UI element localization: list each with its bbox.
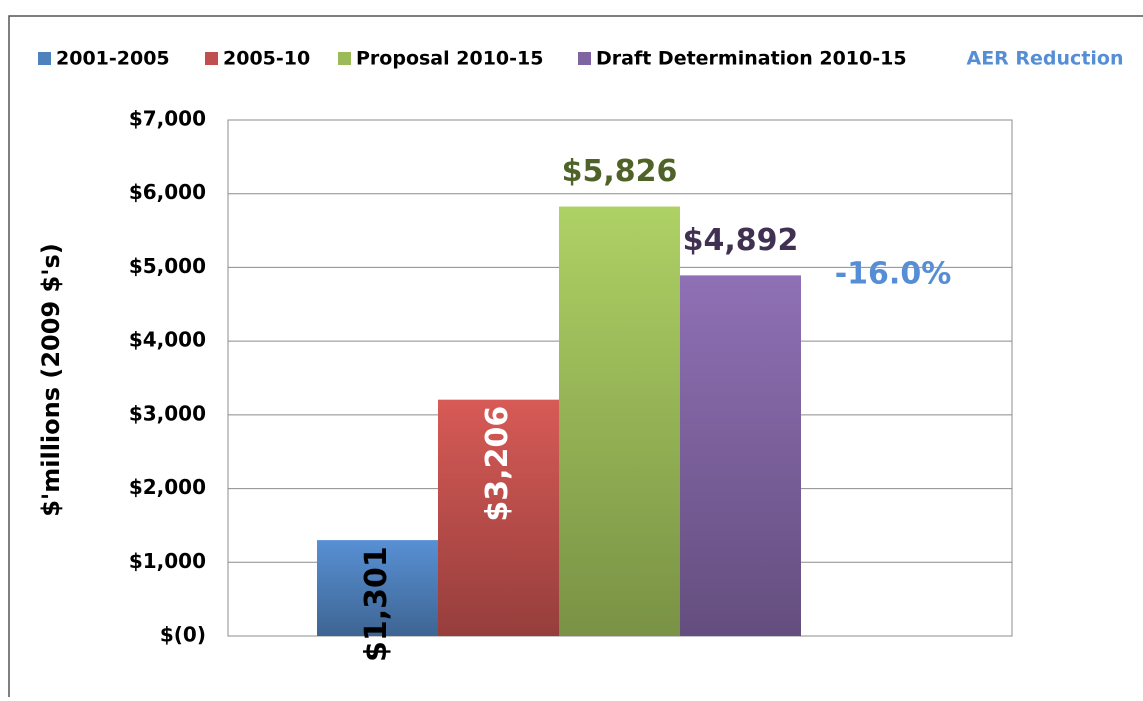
y-tick-label: $4,000 xyxy=(129,328,206,352)
bar xyxy=(438,399,559,636)
bar xyxy=(317,540,438,636)
y-tick-label: $1,000 xyxy=(129,549,206,573)
data-label: $1,301 xyxy=(359,546,394,662)
y-tick-label: $3,000 xyxy=(129,401,206,425)
annotation: -16.0% xyxy=(835,257,952,292)
y-tick-label: $6,000 xyxy=(129,180,206,204)
y-tick-label: $2,000 xyxy=(129,475,206,499)
y-tick-label: $(0) xyxy=(160,623,206,647)
legend-swatch xyxy=(578,52,591,65)
data-label: $4,892 xyxy=(683,223,799,258)
bar xyxy=(559,206,680,636)
legend-swatch xyxy=(205,52,218,65)
legend-swatch xyxy=(338,52,351,65)
y-axis-label: $'millions (2009 $'s) xyxy=(37,243,65,517)
legend-note: AER Reduction xyxy=(966,48,1123,70)
legend-swatch xyxy=(38,52,51,65)
y-tick-label: $7,000 xyxy=(129,107,206,131)
data-label: $5,826 xyxy=(562,154,678,189)
legend-label: 2001-2005 xyxy=(56,48,170,70)
bar xyxy=(680,275,801,636)
legend-label: 2005-10 xyxy=(223,48,310,70)
legend-label: Proposal 2010-15 xyxy=(356,48,543,70)
y-tick-label: $5,000 xyxy=(129,254,206,278)
data-label: $3,206 xyxy=(480,406,515,522)
legend-label: Draft Determination 2010-15 xyxy=(596,48,907,70)
